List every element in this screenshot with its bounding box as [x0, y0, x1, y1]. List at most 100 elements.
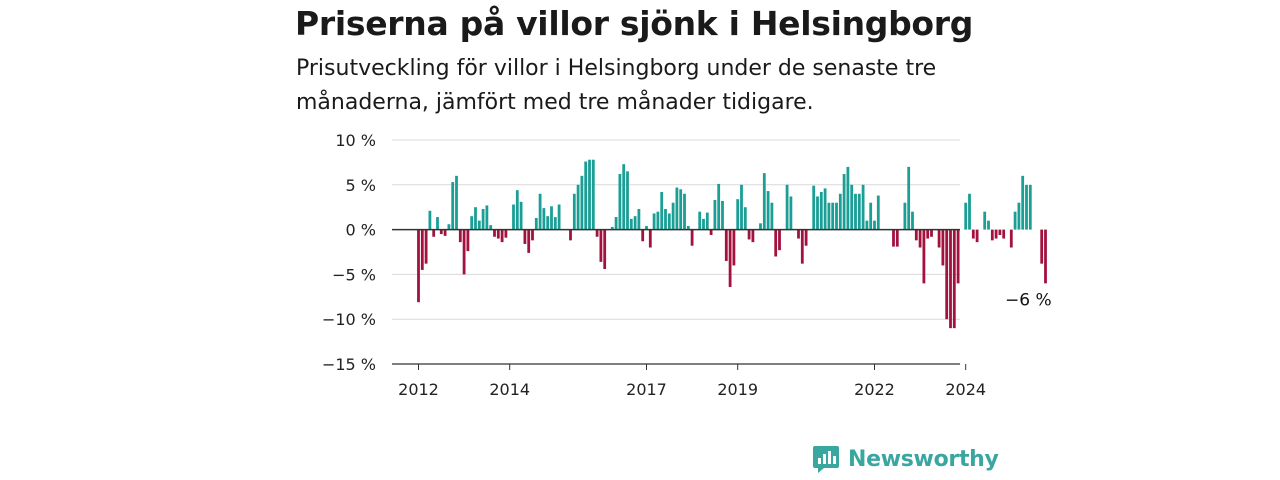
x-tick-label: 2022 — [854, 380, 895, 399]
grid-lines — [392, 139, 960, 320]
bar — [937, 229, 941, 248]
bar — [489, 225, 493, 230]
bar — [633, 216, 637, 230]
bar — [618, 174, 622, 230]
bar — [876, 195, 880, 230]
bar — [641, 229, 645, 242]
bar — [542, 208, 546, 230]
bar — [797, 229, 800, 239]
bar — [538, 193, 542, 230]
bar — [800, 229, 804, 264]
x-tick-label: 2014 — [489, 380, 530, 399]
bar — [740, 184, 743, 230]
bar — [1044, 229, 1047, 284]
bar — [857, 193, 861, 230]
bar — [531, 229, 534, 241]
bar-chart: 10 %5 %0 %−5 %−10 %−15 % 2012 2014 2017 201… — [322, 131, 1052, 399]
bar — [865, 220, 869, 230]
bar — [892, 229, 895, 247]
bar — [838, 193, 842, 230]
bar — [679, 189, 683, 230]
bar — [645, 226, 648, 230]
bar — [420, 229, 424, 270]
bar — [968, 193, 971, 230]
bar — [493, 229, 496, 237]
bar — [504, 229, 508, 238]
y-tick-label: 10 % — [335, 131, 376, 150]
bar — [789, 196, 793, 230]
bar — [785, 184, 789, 230]
bar — [971, 229, 975, 239]
chart-title: Priserna på villor sjönk i Helsingborg — [295, 4, 974, 43]
bar — [443, 229, 447, 236]
bar — [466, 229, 470, 252]
y-tick-label: −10 % — [322, 310, 376, 329]
bar — [614, 217, 618, 230]
bar — [603, 229, 607, 270]
bar — [930, 229, 933, 237]
y-tick-label: 5 % — [346, 176, 376, 195]
bar — [1009, 229, 1013, 248]
bar — [622, 164, 626, 230]
bar — [512, 204, 515, 230]
bar — [474, 207, 477, 230]
bar — [557, 204, 561, 230]
bar — [1021, 175, 1025, 230]
bar — [732, 229, 736, 266]
bar — [656, 211, 660, 230]
bar — [804, 229, 808, 246]
bar — [500, 229, 504, 243]
bar — [1002, 229, 1006, 239]
bar — [686, 226, 690, 230]
bar — [816, 196, 819, 230]
bar — [591, 159, 595, 230]
bar — [774, 229, 778, 257]
bar — [417, 229, 420, 303]
bar — [922, 229, 926, 284]
bar — [751, 229, 755, 243]
bar — [588, 159, 591, 230]
bar — [447, 224, 451, 230]
bar — [637, 208, 641, 230]
bar — [724, 229, 728, 261]
bar — [576, 184, 580, 230]
bar — [671, 202, 675, 230]
bar — [842, 174, 846, 230]
bar — [1028, 184, 1032, 230]
bar — [736, 199, 740, 230]
bar — [1025, 184, 1028, 230]
bar — [1017, 202, 1021, 230]
bar — [941, 229, 945, 266]
bar — [717, 183, 721, 230]
bar — [610, 226, 614, 230]
newsworthy-logo-icon — [813, 446, 839, 473]
bar — [983, 211, 987, 230]
bar — [690, 229, 694, 246]
bar — [846, 166, 850, 230]
bar — [629, 218, 633, 230]
x-axis: 2012 2014 2017 2019 2022 2024 — [398, 364, 986, 399]
bar — [546, 216, 550, 230]
bar — [823, 188, 827, 230]
brand-logo: Newsworthy — [812, 444, 999, 474]
y-tick-label: −15 % — [322, 355, 376, 374]
bar — [432, 229, 436, 237]
bar — [572, 193, 576, 230]
bar — [945, 229, 949, 320]
y-axis: 10 % 5 % 0 % −5 % −10 % −15 % — [322, 131, 376, 374]
bar — [424, 229, 428, 264]
bar — [705, 212, 709, 230]
bar — [907, 166, 911, 230]
bar — [1013, 211, 1017, 230]
bar — [743, 207, 747, 230]
bar — [462, 229, 466, 275]
bar — [831, 202, 835, 230]
y-tick-label: 0 % — [346, 221, 376, 240]
bar — [873, 220, 876, 230]
bar — [952, 229, 956, 329]
bar — [861, 184, 865, 230]
bar — [766, 191, 770, 230]
bar — [481, 208, 485, 230]
bar — [595, 229, 599, 237]
bar — [455, 175, 458, 230]
